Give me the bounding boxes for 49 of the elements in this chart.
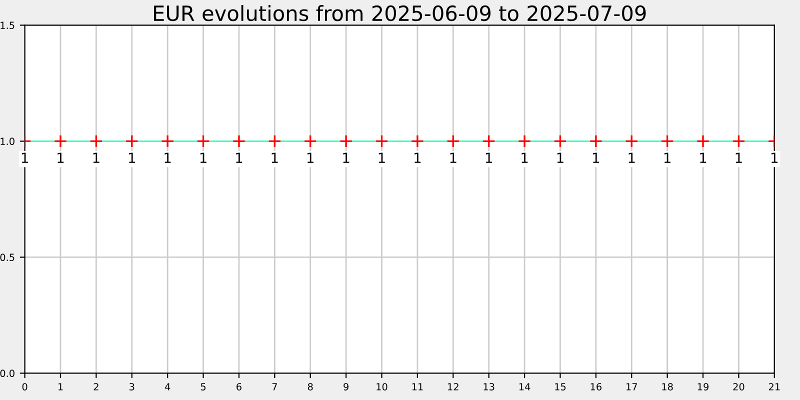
x-tick-label: 9 [344,383,348,390]
data-label: 1 [414,152,421,163]
data-label: 1 [772,152,778,163]
x-tick-label: 13 [484,383,494,390]
y-tick-label: 1.0 [0,138,14,146]
x-tick-label: 0 [22,383,28,390]
data-label: 1 [378,152,385,163]
data-label: 1 [93,152,100,163]
y-tick-label: 0.5 [0,254,14,262]
x-tick-label: 3 [130,383,134,390]
data-label: 1 [272,152,278,163]
x-tick-label: 6 [236,383,242,390]
data-label: 1 [664,152,670,163]
x-tick-label: 7 [272,383,277,390]
data-label: 1 [736,152,742,163]
data-label: 1 [700,152,706,163]
data-label: 1 [557,152,564,163]
x-tick-label: 18 [662,383,673,390]
x-tick-label: 5 [200,383,206,390]
data-label: 1 [450,152,456,163]
data-label: 1 [343,152,350,163]
x-tick-label: 17 [626,383,637,390]
data-label: 1 [22,152,28,163]
x-tick-label: 8 [308,383,313,390]
data-label: 1 [128,152,136,163]
x-tick-label: 14 [519,383,530,390]
data-label: 1 [200,152,206,163]
x-tick-label: 20 [733,383,744,390]
x-tick-label: 1 [58,383,63,390]
data-label: 1 [522,152,528,163]
data-label: 1 [236,152,242,163]
data-label: 1 [486,152,492,163]
x-tick-label: 21 [768,383,780,390]
data-label: 1 [628,152,635,163]
chart-title: EUR evolutions from 2025-06-09 to 2025-07-09 [154,5,646,22]
data-label: 1 [58,152,64,163]
x-tick-label: 11 [412,383,423,390]
x-tick-label: 2 [94,383,98,390]
y-tick-label: 0.0 [0,370,14,378]
x-tick-label: 19 [698,383,709,390]
x-tick-label: 16 [590,383,602,390]
x-tick-label: 10 [376,383,388,390]
data-label: 1 [593,152,600,163]
x-tick-label: 15 [555,383,566,390]
x-tick-label: 4 [164,383,170,390]
y-tick-label: 1.5 [0,22,14,30]
data-label: 1 [307,152,314,163]
x-tick-label: 12 [448,383,458,390]
data-label: 1 [164,152,171,163]
